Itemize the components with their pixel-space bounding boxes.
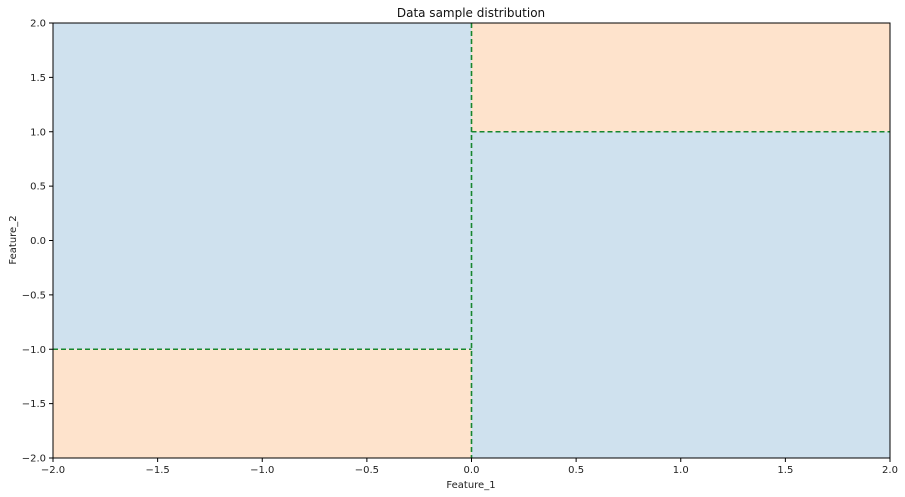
x-tick-label: 0.0	[464, 465, 480, 476]
x-tick-label: 1.0	[673, 465, 689, 476]
chart-title: Data sample distribution	[397, 6, 545, 20]
region-blue-0	[53, 23, 472, 350]
x-tick-label: 2.0	[882, 465, 898, 476]
y-tick-label: 0.5	[30, 182, 46, 193]
y-tick-label: −2.0	[22, 454, 46, 465]
region-blue-3	[471, 131, 890, 458]
y-tick-label: 0.0	[30, 236, 46, 247]
x-tick-label: −1.5	[145, 465, 169, 476]
y-tick-label: −1.5	[22, 399, 46, 410]
y-axis: −2.0 −1.5 −1.0 −0.5 0.0 0.5 1.0 1.5 2.0	[22, 19, 53, 465]
y-tick-label: 2.0	[30, 19, 46, 30]
x-tick-label: −2.0	[41, 465, 65, 476]
region-orange-1	[53, 349, 472, 458]
boundary-layer	[53, 23, 890, 458]
y-tick-label: 1.0	[30, 127, 46, 138]
x-axis-label: Feature_1	[446, 480, 495, 491]
region-orange-2	[471, 23, 890, 132]
y-tick-label: 1.5	[30, 73, 46, 84]
y-tick-label: −1.0	[22, 345, 46, 356]
x-axis: −2.0 −1.5 −1.0 −0.5 0.0 0.5 1.0 1.5 2.0	[41, 458, 898, 476]
x-tick-label: 0.5	[568, 465, 584, 476]
x-tick-label: 1.5	[777, 465, 793, 476]
y-axis-label: Feature_2	[8, 215, 19, 264]
y-tick-label: −0.5	[22, 290, 46, 301]
region-layer	[53, 23, 890, 458]
x-tick-label: −0.5	[355, 465, 379, 476]
x-tick-label: −1.0	[250, 465, 274, 476]
